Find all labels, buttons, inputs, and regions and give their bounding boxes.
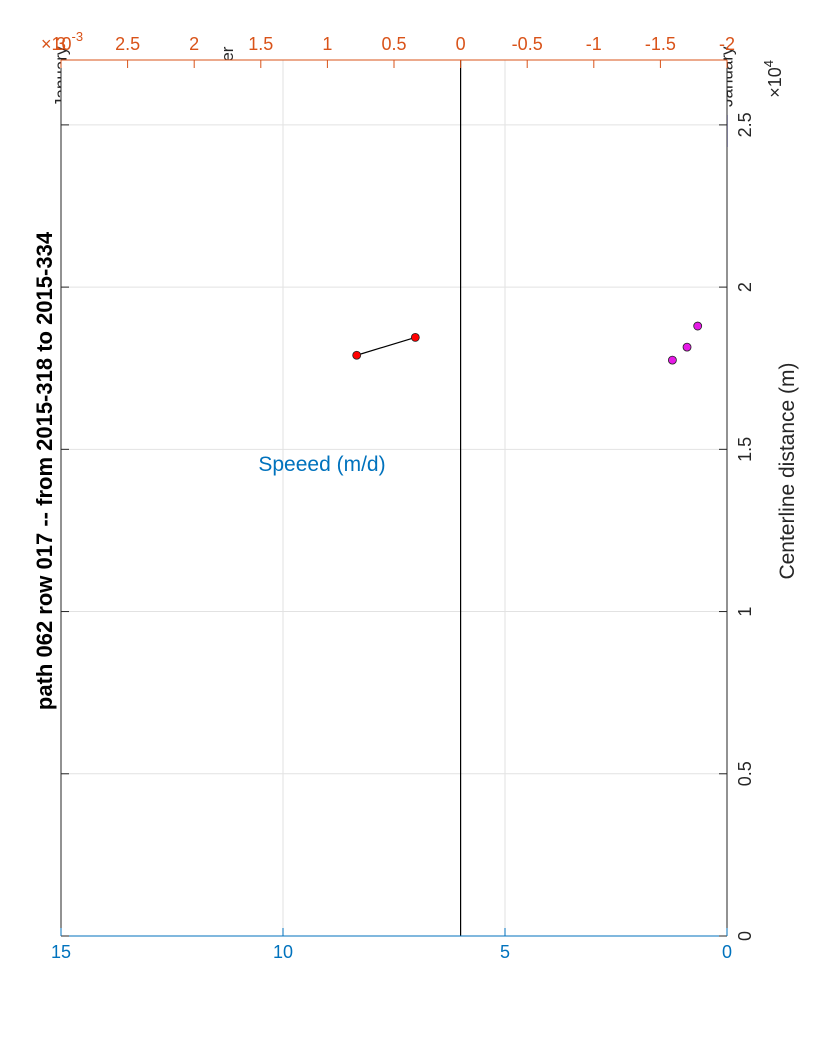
plot-frame <box>60 59 728 937</box>
axes-text: 0 0.5 1 1.5 2 2.5 ×104 0 5 10 15 -2 -1.5 -1 -0.5 0 0.5 1 1… <box>41 29 785 963</box>
chart-title: path 062 row 017 -- from 2015-318 to 201… <box>32 231 57 710</box>
series-group <box>352 321 703 365</box>
x-tick-label: 0.5 <box>735 761 755 786</box>
grid <box>61 60 727 936</box>
plot-area <box>61 60 727 936</box>
y2-tick-label: 1 <box>322 34 332 54</box>
data-point <box>352 350 362 360</box>
data-point <box>410 333 420 342</box>
y2-tick-label: -1 <box>586 34 602 54</box>
x-tick-label: 1.5 <box>735 437 755 462</box>
x-exponent-label: ×104 <box>761 60 785 98</box>
y2-tick-label: 1.5 <box>248 34 273 54</box>
y2-tick-label: -0.5 <box>512 34 543 54</box>
x-axis-label: Centerline distance (m) <box>776 362 799 579</box>
y2-exponent-label: ×10-3 <box>41 29 83 55</box>
y-tick-label: 15 <box>51 942 71 962</box>
y2-tick-label: 0.5 <box>381 34 406 54</box>
data-point <box>693 321 703 331</box>
y-tick-label: 0 <box>722 942 732 962</box>
y-axis-label: Speeed (m/d) <box>258 453 385 476</box>
y-tick-label: 5 <box>500 942 510 962</box>
y2-tick-label: 3 <box>56 34 66 54</box>
data-point <box>667 355 677 365</box>
y2-tick-label: 2 <box>189 34 199 54</box>
y-tick-label: 10 <box>273 942 293 962</box>
x-tick-label: 2.5 <box>735 112 755 137</box>
series-line <box>356 336 416 356</box>
x-tick-label: 2 <box>735 282 755 292</box>
x-tick-label: 0 <box>735 931 755 941</box>
x-tick-label: 1 <box>735 607 755 617</box>
data-point <box>682 342 692 352</box>
y2-tick-label: 0 <box>456 34 466 54</box>
y2-tick-label: 2.5 <box>115 34 140 54</box>
y2-tick-label: -2 <box>719 34 735 54</box>
y2-tick-label: -1.5 <box>645 34 676 54</box>
